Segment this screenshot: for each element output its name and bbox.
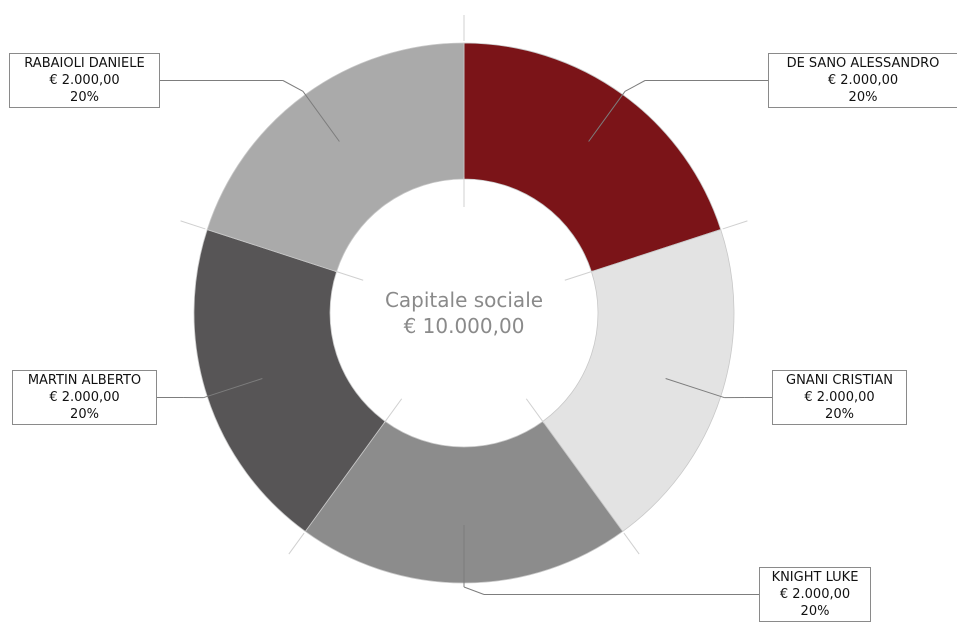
slice-name: DE SANO ALESSANDRO <box>773 55 953 72</box>
boundary-tick-outer <box>624 533 639 554</box>
slice-de-sano-alessandro <box>464 43 721 272</box>
slice-label-de-sano-alessandro: DE SANO ALESSANDRO € 2.000,00 20% <box>768 53 957 108</box>
slice-amount: € 2.000,00 <box>777 389 902 406</box>
slice-percent: 20% <box>17 406 152 423</box>
slice-label-martin-alberto: MARTIN ALBERTO € 2.000,00 20% <box>12 370 157 425</box>
slice-name: KNIGHT LUKE <box>764 569 866 586</box>
slice-name: GNANI CRISTIAN <box>777 372 902 389</box>
slice-amount: € 2.000,00 <box>773 72 953 89</box>
slice-percent: 20% <box>764 603 866 620</box>
boundary-tick-inner <box>335 271 364 280</box>
slice-amount: € 2.000,00 <box>14 72 155 89</box>
center-total: € 10.000,00 <box>314 313 614 339</box>
leader-line <box>625 81 645 92</box>
slice-percent: 20% <box>14 89 155 106</box>
slice-label-rabaioli-daniele: RABAIOLI DANIELE € 2.000,00 20% <box>9 53 160 108</box>
boundary-tick-inner <box>384 399 402 423</box>
slice-amount: € 2.000,00 <box>764 586 866 603</box>
slice-percent: 20% <box>773 89 953 106</box>
boundary-tick-outer <box>289 533 304 554</box>
boundary-tick-inner <box>565 271 594 280</box>
slice-label-gnani-cristian: GNANI CRISTIAN € 2.000,00 20% <box>772 370 907 425</box>
slice-percent: 20% <box>777 406 902 423</box>
leader-line <box>464 587 484 595</box>
slice-rabaioli-daniele <box>207 43 464 272</box>
boundary-tick-outer <box>181 221 206 229</box>
slice-amount: € 2.000,00 <box>17 389 152 406</box>
center-title: Capitale sociale <box>314 287 614 313</box>
leader-line <box>283 81 303 92</box>
slice-name: RABAIOLI DANIELE <box>14 55 155 72</box>
slice-name: MARTIN ALBERTO <box>17 372 152 389</box>
boundary-tick-inner <box>526 399 544 423</box>
slice-label-knight-luke: KNIGHT LUKE € 2.000,00 20% <box>759 567 871 622</box>
boundary-tick-outer <box>723 221 748 229</box>
